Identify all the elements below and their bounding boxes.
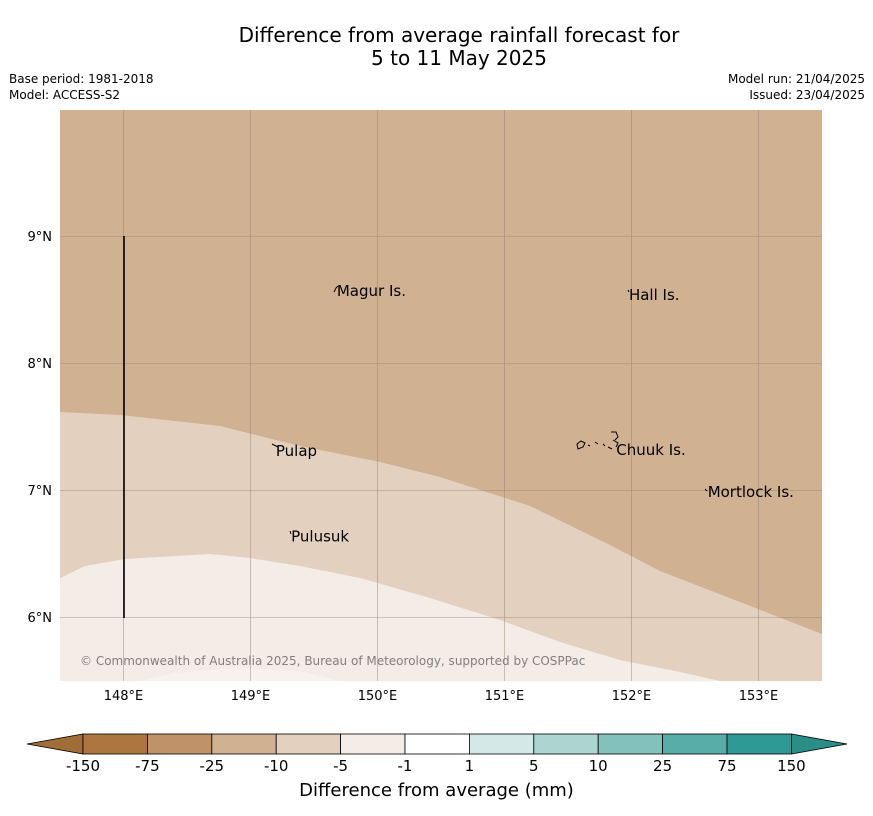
colorbar-segment	[340, 733, 406, 755]
island-outlines	[271, 285, 708, 535]
model-name: Model: ACCESS-S2	[9, 88, 121, 102]
metadata-right: Model run: 21/04/2025 Issued: 23/04/2025	[728, 71, 865, 103]
pulap-island-outline	[271, 443, 279, 448]
place-label: Hall Is.	[629, 286, 680, 304]
x-axis-ticks: 148°E 149°E 150°E 151°E 152°E 153°E	[104, 689, 779, 704]
colorbar-segment	[275, 733, 342, 755]
place-labels: Magur Is. Hall Is. Pulap Chuuk Is. Mortlock …	[276, 282, 794, 545]
colorbar: -150 -75 -25 -10 -5 -1 1 5 10 25 75 150	[26, 733, 848, 775]
y-axis-ticks: 9°N 8°N 7°N 6°N	[28, 230, 53, 626]
colorbar-segment	[82, 733, 148, 755]
colorbar-tick-label: 1	[465, 757, 475, 775]
colorbar-segment	[404, 733, 470, 755]
colorbar-tick-label: -25	[200, 757, 225, 775]
x-tick-label: 151°E	[485, 689, 525, 704]
x-tick-label: 149°E	[231, 689, 271, 704]
colorbar-tick-label: 5	[529, 757, 539, 775]
metadata-left: Base period: 1981-2018 Model: ACCESS-S2	[9, 71, 154, 103]
place-label: Mortlock Is.	[708, 483, 794, 501]
colorbar-tick-label: -75	[135, 757, 160, 775]
colorbar-title: Difference from average (mm)	[299, 780, 574, 801]
colorbar-segment	[597, 733, 664, 755]
hall-island-outline	[627, 289, 630, 293]
place-label: Pulusuk	[291, 527, 349, 545]
y-tick-label: 9°N	[28, 230, 53, 245]
copyright-notice: © Commonwealth of Australia 2025, Bureau…	[80, 654, 585, 668]
map-title-line2: 5 to 11 May 2025	[371, 46, 547, 70]
place-label: Magur Is.	[337, 282, 406, 300]
colorbar-tick-label: -150	[66, 757, 100, 775]
colorbar-tick-label: -1	[398, 757, 413, 775]
place-label: Chuuk Is.	[616, 441, 685, 459]
x-tick-label: 150°E	[358, 689, 398, 704]
colorbar-segment	[533, 733, 599, 755]
mortlock-island-outline	[704, 488, 708, 492]
colorbar-tick-label: 150	[777, 757, 806, 775]
colorbar-segment	[146, 733, 213, 755]
colorbar-tick-label: 10	[589, 757, 608, 775]
x-tick-label: 153°E	[739, 689, 779, 704]
colorbar-high-extend	[791, 733, 848, 755]
issued-date: Issued: 23/04/2025	[749, 88, 865, 102]
colorbar-tick-label: 75	[717, 757, 736, 775]
y-tick-label: 6°N	[28, 611, 53, 626]
magur-island-outline	[333, 285, 339, 293]
map-panel: Magur Is. Hall Is. Pulap Chuuk Is. Mortlock …	[60, 110, 822, 681]
colorbar-segment	[468, 733, 535, 755]
colorbar-tick-label: -10	[264, 757, 289, 775]
colorbar-segment	[662, 733, 728, 755]
colorbar-segment	[211, 733, 277, 755]
place-label: Pulap	[276, 442, 317, 460]
y-tick-label: 7°N	[28, 484, 53, 499]
colorbar-tick-label: 25	[653, 757, 672, 775]
chuuk-lagoon-outline	[576, 431, 619, 450]
map-title-line1: Difference from average rainfall forecas…	[238, 23, 680, 47]
colorbar-tick-label: -5	[333, 757, 348, 775]
colorbar-low-extend	[26, 733, 84, 755]
y-tick-label: 8°N	[28, 357, 53, 372]
x-tick-label: 148°E	[104, 689, 144, 704]
model-run: Model run: 21/04/2025	[727, 72, 865, 86]
base-period: Base period: 1981-2018	[9, 72, 154, 86]
band-minus1-plus1	[140, 668, 340, 681]
colorbar-segment	[726, 733, 792, 755]
x-tick-label: 152°E	[612, 689, 652, 704]
pulusuk-island-outline	[289, 530, 292, 535]
